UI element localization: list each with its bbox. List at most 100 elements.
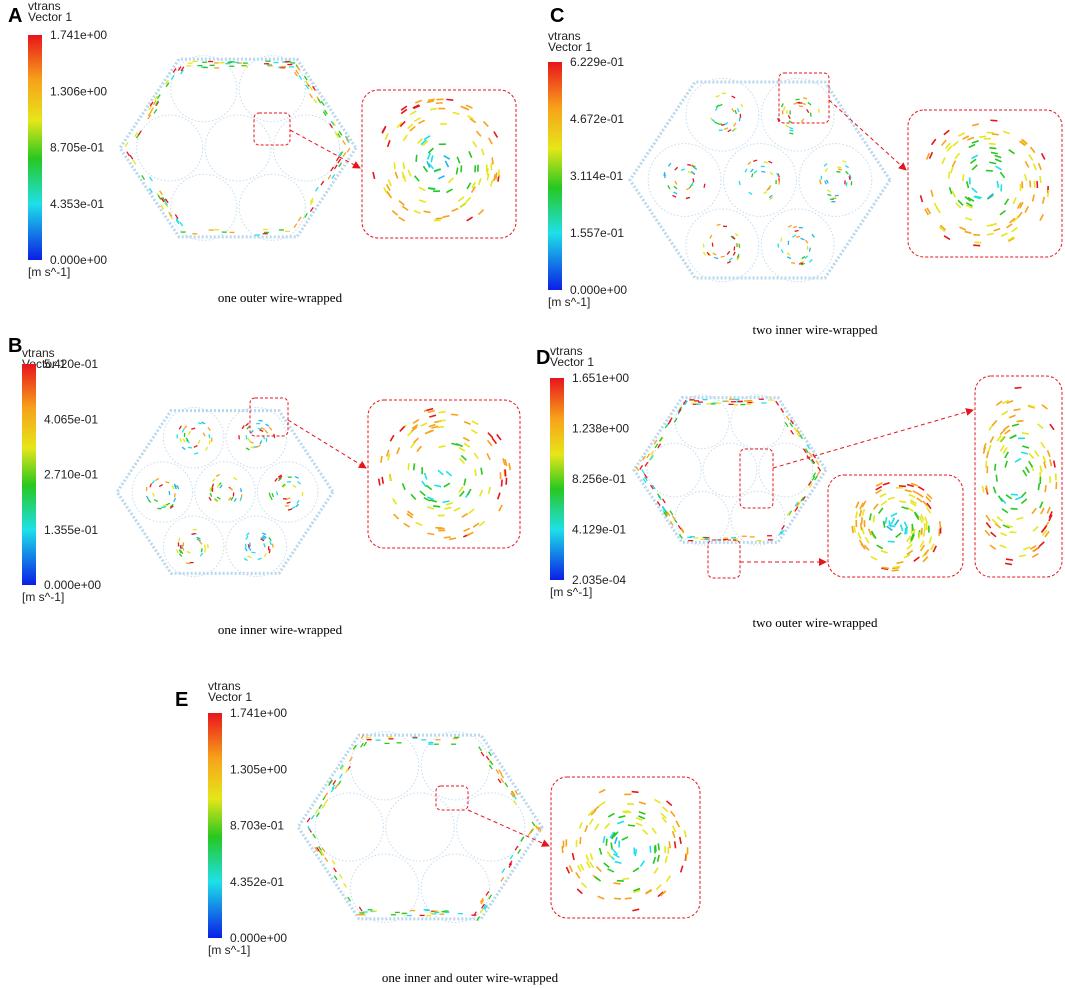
vector (497, 778, 502, 784)
inset-vector (996, 434, 1002, 442)
vector (480, 899, 485, 905)
legend-title: vtrans (208, 679, 241, 693)
inset-vector (987, 444, 992, 452)
vector (330, 166, 335, 172)
vector (808, 247, 811, 252)
colorbar-tick-label: 1.741e+00 (230, 706, 287, 720)
vector (175, 217, 180, 223)
vector (485, 755, 490, 761)
vector (488, 764, 493, 770)
inset-vector (612, 853, 620, 859)
inset-vector (386, 139, 391, 148)
vector (171, 485, 175, 490)
vector (848, 176, 851, 181)
vector (824, 168, 829, 173)
inset-vector (412, 104, 420, 109)
colorbar-tick-label: 8.703e-01 (230, 819, 284, 833)
inset-vector (873, 503, 879, 510)
inset-vector (959, 226, 967, 231)
vector (243, 557, 248, 562)
vector (531, 821, 536, 827)
vector (149, 188, 153, 193)
inset-vector (418, 119, 426, 125)
inset-vector (613, 882, 621, 885)
vector (271, 492, 275, 498)
inset-frame (550, 776, 701, 919)
colorbar-tick-label: 0.000e+00 (570, 283, 627, 297)
rod (170, 173, 238, 241)
vector (154, 95, 158, 101)
inset-vector (863, 544, 870, 551)
inset-vector (446, 188, 453, 194)
vector (233, 497, 237, 503)
vector (363, 741, 368, 747)
vector (297, 480, 301, 485)
inset-vector (411, 424, 419, 430)
inset-vector (952, 140, 959, 147)
vector (802, 448, 807, 454)
vector (693, 166, 698, 171)
vector (500, 778, 505, 783)
vector (476, 916, 481, 922)
rod (798, 143, 873, 217)
vector (271, 543, 274, 548)
vector (342, 152, 347, 157)
vector (651, 484, 656, 490)
hexagon (115, 409, 335, 575)
inset-vector (678, 836, 682, 845)
vector (230, 496, 234, 501)
vector (709, 234, 713, 239)
vector (798, 105, 804, 108)
vector (199, 552, 204, 557)
inset-vector (451, 207, 459, 213)
vector (728, 257, 733, 261)
panel-label: B (8, 335, 22, 357)
vector (646, 453, 651, 459)
rod (760, 77, 835, 152)
vector (508, 860, 513, 866)
inset-vector (1039, 465, 1043, 473)
inset-vector (427, 187, 436, 191)
vector (789, 132, 794, 135)
vector (478, 746, 483, 752)
inset-vector (486, 173, 490, 181)
vector (501, 868, 506, 874)
inset-vector (1048, 511, 1053, 519)
vector (495, 769, 500, 775)
legend-unit: [m s^-1] (22, 590, 64, 604)
rod (204, 114, 272, 182)
inset-vector (384, 133, 389, 141)
inset-vector (661, 816, 668, 824)
vector (132, 159, 137, 165)
vector (265, 423, 270, 427)
inset-vector (389, 434, 395, 442)
vector (247, 437, 251, 442)
inset-vector (578, 821, 583, 830)
vector (152, 100, 157, 106)
inset-vector (576, 888, 583, 895)
vector (346, 147, 351, 153)
vector (653, 439, 658, 445)
vector (711, 242, 714, 247)
vector (837, 166, 842, 169)
inset-vector (1008, 149, 1015, 155)
zoom-box (253, 112, 291, 146)
vector (239, 488, 243, 493)
vector (330, 787, 335, 793)
vector (164, 198, 169, 204)
rod (702, 442, 758, 498)
inset-vector (1039, 214, 1044, 221)
inset-vector (989, 146, 997, 150)
inset-vector (1046, 506, 1051, 514)
inset-vector (618, 815, 626, 819)
inset-vector (437, 469, 444, 476)
rod (685, 77, 760, 152)
inset-vector (463, 527, 471, 533)
vector (185, 439, 190, 444)
rod (225, 515, 288, 577)
vector (715, 104, 720, 108)
inset-vector (614, 897, 622, 900)
inset-vector (971, 187, 978, 194)
rod (723, 143, 797, 217)
